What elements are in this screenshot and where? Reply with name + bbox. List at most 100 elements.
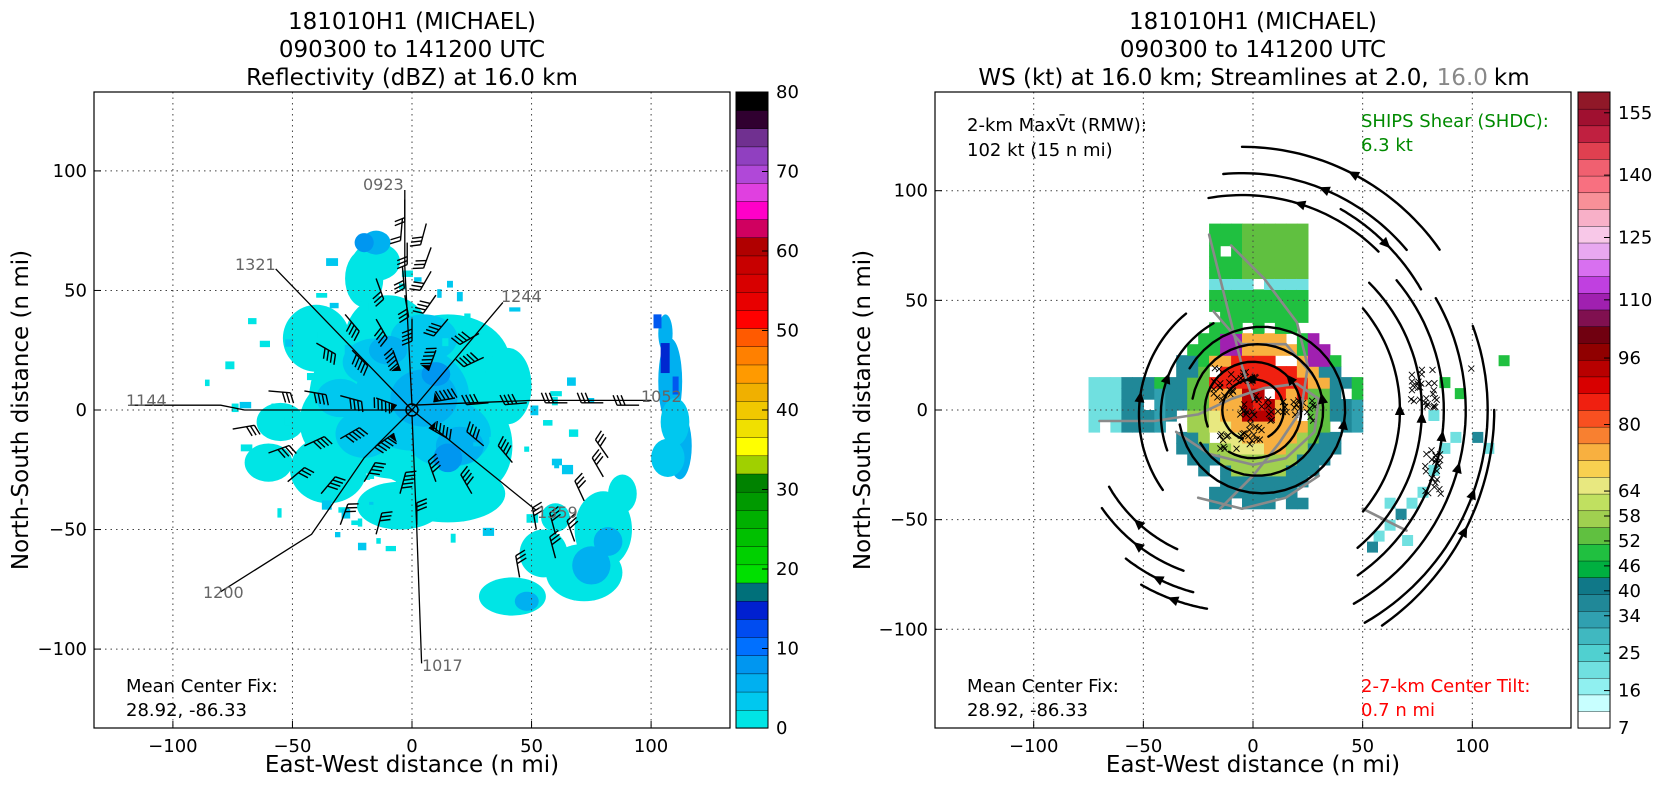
colorbar-swatch <box>735 309 769 329</box>
echo-speckle <box>489 436 499 442</box>
echo-speckle <box>359 474 371 480</box>
windspeed-cell <box>1318 453 1331 466</box>
windspeed-cell <box>1143 421 1155 433</box>
colorbar-swatch <box>1577 91 1611 110</box>
windspeed-cell <box>1340 377 1353 389</box>
echo-speckle <box>369 471 375 480</box>
windspeed-cell <box>1285 234 1298 247</box>
windspeed-cell <box>1318 421 1331 433</box>
windspeed-cell <box>1231 399 1243 411</box>
windspeed-cell <box>1274 421 1287 433</box>
right-title-line-1: 181010H1 (MICHAEL) <box>1129 9 1377 35</box>
flight-label-1321: 1321 <box>235 255 276 274</box>
echo-speckle <box>469 427 475 434</box>
windspeed-cell <box>1274 486 1287 499</box>
windspeed-cell <box>1242 464 1254 477</box>
colorbar-swatch <box>735 146 769 166</box>
windspeed-cell <box>1242 344 1254 356</box>
wind-barb <box>409 223 427 247</box>
colorbar-swatch <box>735 655 769 675</box>
windspeed-cell <box>1406 497 1418 509</box>
windspeed-cell <box>1285 453 1298 466</box>
streamline-arc <box>1140 583 1209 610</box>
wind-barb <box>549 529 561 559</box>
colorbar-swatch <box>735 382 769 402</box>
windspeed-cell <box>1318 410 1331 422</box>
windspeed-cell <box>1307 377 1320 389</box>
windspeed-cell <box>1264 453 1276 466</box>
echo-speckle <box>320 328 330 339</box>
windspeed-cell <box>1329 377 1342 389</box>
windspeed-cell <box>1220 475 1232 488</box>
streamline-arrow <box>1133 542 1145 553</box>
windspeed-cell <box>1296 223 1309 236</box>
left-title-line-2: 090300 to 141200 UTC <box>279 37 545 63</box>
windspeed-cell <box>1253 366 1265 378</box>
windspeed-cell <box>1307 366 1320 378</box>
windspeed-cell <box>1307 344 1320 356</box>
hatch-mark <box>1428 447 1435 454</box>
windspeed-cell <box>1099 399 1112 411</box>
colorbar-tick-label: 7 <box>1618 718 1629 739</box>
colorbar-swatch <box>1577 577 1611 595</box>
left-x-axis-label: East-West distance (n mi) <box>265 752 559 778</box>
windspeed-cell <box>1231 366 1243 378</box>
hatch-mark <box>1467 365 1475 372</box>
wind-barb <box>399 470 417 494</box>
windspeed-cell <box>1402 535 1414 546</box>
hatch-mark <box>1258 403 1266 410</box>
gray-streamline <box>1218 244 1310 510</box>
hatch-mark <box>1423 403 1431 410</box>
echo-speckle <box>239 401 252 409</box>
windspeed-cell <box>1285 366 1298 378</box>
windspeed-cell <box>1395 508 1407 520</box>
colorbar-swatch <box>735 582 769 602</box>
windspeed-cell <box>1318 355 1331 367</box>
windspeed-cell <box>1220 421 1232 433</box>
wind-barb <box>373 397 398 414</box>
windspeed-cell <box>1231 289 1243 301</box>
windspeed-cell <box>1285 388 1298 400</box>
windspeed-cell <box>1198 421 1210 433</box>
colorbar-swatch <box>735 509 769 529</box>
hatch-mark <box>1291 404 1298 411</box>
windspeed-cell <box>1242 431 1254 444</box>
colorbar-tick-label: 52 <box>1618 531 1641 552</box>
windspeed-cell <box>1274 267 1287 279</box>
hatch-mark <box>1430 402 1438 410</box>
colorbar-swatch <box>735 418 769 438</box>
wind-barb <box>591 448 604 478</box>
hatch-mark <box>1431 394 1439 402</box>
hatch-mark <box>1258 426 1265 434</box>
windspeed-cell <box>1209 300 1221 312</box>
windspeed-cell <box>1231 300 1243 312</box>
windspeed-cell <box>1296 245 1309 258</box>
echo-speckle <box>369 501 374 507</box>
windspeed-cell <box>1088 388 1101 400</box>
echo-speckle <box>509 307 521 312</box>
east-echo-core <box>653 314 662 329</box>
windspeed-cell <box>1351 410 1364 422</box>
windspeed-cell <box>1209 322 1221 334</box>
flight-leg-1321 <box>275 268 413 411</box>
windspeed-cell <box>1253 355 1265 367</box>
windspeed-cell <box>1176 388 1188 400</box>
colorbar-swatch <box>1577 142 1611 160</box>
echo-speckle <box>492 381 498 386</box>
windspeed-cell <box>1264 333 1276 345</box>
hatch-mark <box>1430 403 1437 411</box>
colorbar-swatch <box>735 346 769 366</box>
hatch-mark <box>1256 436 1264 443</box>
colorbar-tick-label: 0 <box>776 718 787 739</box>
streamline-arrow <box>1286 374 1298 387</box>
right-title-line-2: 090300 to 141200 UTC <box>1120 37 1386 63</box>
windspeed-cell <box>1285 289 1298 301</box>
y-tick-label: 100 <box>53 161 87 182</box>
windspeed-cell <box>1220 366 1232 378</box>
windspeed-cell <box>1099 377 1112 389</box>
echo-speckle <box>437 289 442 298</box>
echo-speckle <box>447 280 453 288</box>
windspeed-cell <box>1143 388 1155 400</box>
echo-speckle <box>414 277 422 282</box>
hatch-mark <box>1433 476 1441 483</box>
